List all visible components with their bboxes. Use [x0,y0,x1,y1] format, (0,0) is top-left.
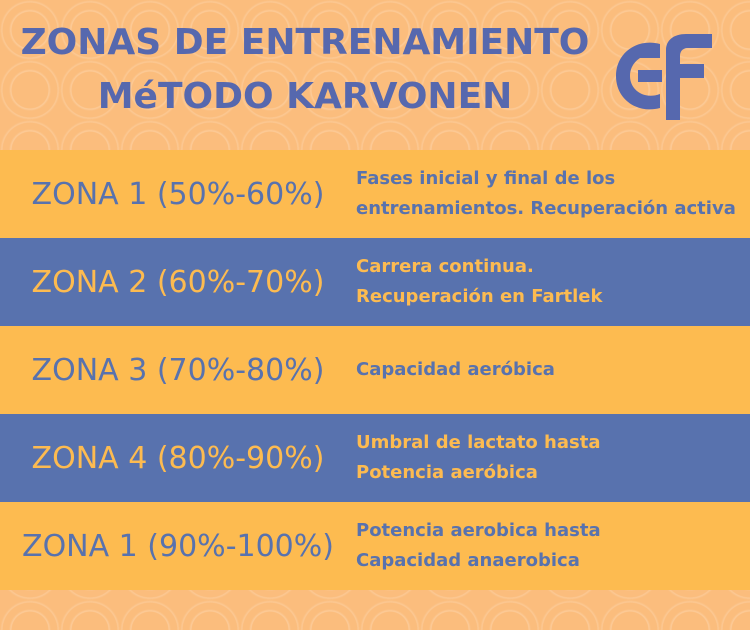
zone-label: ZONA 1 (90%-100%) [22,528,334,564]
zones-table: ZONA 1 (50%-60%) Fases inicial y final d… [0,150,750,590]
zone-label: ZONA 4 (80%-90%) [31,440,325,476]
zone-row: ZONA 1 (50%-60%) Fases inicial y final d… [0,150,750,238]
zone-row: ZONA 4 (80%-90%) Umbral de lactato hasta… [0,414,750,502]
zone-row: ZONA 1 (90%-100%) Potencia aerobica hast… [0,502,750,590]
header: ZONAS DE ENTRENAMIENTO MéTODO KARVONEN [0,0,750,150]
zone-description-line: Fases inicial y final de los [356,168,616,189]
title-line-2: MéTODO KARVONEN [97,76,513,117]
zone-label: ZONA 3 (70%-80%) [31,352,325,388]
zone-description-line: Potencia aerobica hasta [356,520,601,541]
zone-description: Umbral de lactato hasta Potencia aeróbic… [356,428,750,488]
zone-row: ZONA 3 (70%-80%) Capacidad aeróbica [0,326,750,414]
zone-description-line: entrenamientos. Recuperación activa [356,198,736,219]
zone-description-line: Capacidad anaerobica [356,550,580,571]
zone-description: Carrera continua. Recuperación en Fartle… [356,252,750,312]
title-line-1: ZONAS DE ENTRENAMIENTO [20,22,590,63]
zone-description-line: Potencia aeróbica [356,462,538,483]
zone-description-line: Umbral de lactato hasta [356,432,601,453]
zone-description-line: Carrera continua. [356,256,534,277]
zone-description-line: Capacidad aeróbica [356,359,555,380]
zone-label: ZONA 2 (60%-70%) [31,264,325,300]
zone-description: Potencia aerobica hasta Capacidad anaero… [356,516,750,576]
zone-row: ZONA 2 (60%-70%) Carrera continua. Recup… [0,238,750,326]
zone-description: Capacidad aeróbica [356,355,750,385]
ef-logo-icon [616,34,712,120]
zone-label: ZONA 1 (50%-60%) [31,176,325,212]
zone-description-line: Recuperación en Fartlek [356,286,603,307]
zone-description: Fases inicial y final de los entrenamien… [356,164,750,224]
